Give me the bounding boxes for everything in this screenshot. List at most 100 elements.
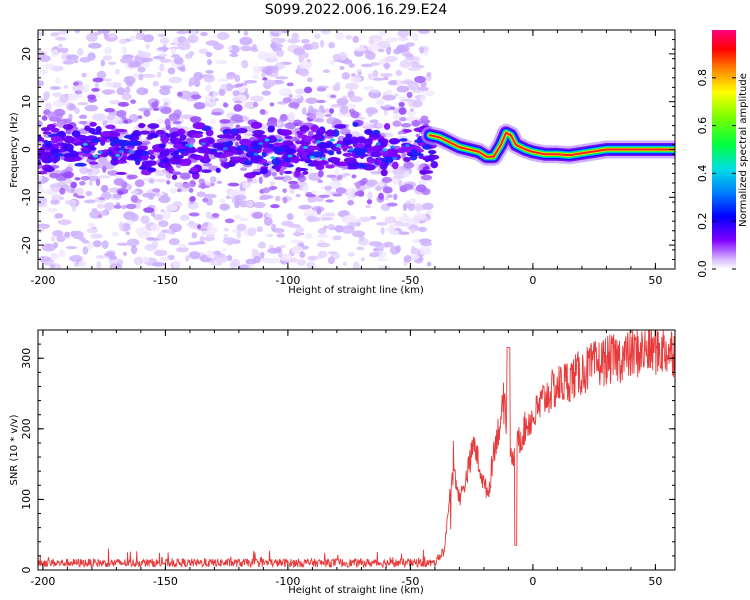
band-blob <box>395 148 407 154</box>
noise-blob <box>411 89 425 94</box>
noise-blob <box>348 63 356 68</box>
band-hotspot <box>185 143 191 147</box>
noise-blob <box>324 185 332 191</box>
noise-blob <box>173 120 182 125</box>
snr-x-tick-label: -150 <box>153 575 178 588</box>
noise-blob <box>73 107 80 115</box>
noise-blob <box>169 46 179 50</box>
noise-blob <box>401 151 407 159</box>
noise-blob <box>65 166 73 173</box>
spectrogram-x-tick-label: 0 <box>529 274 536 287</box>
noise-blob <box>321 30 329 33</box>
noise-blob <box>43 91 50 100</box>
noise-blob <box>303 86 313 94</box>
noise-blob <box>408 197 417 205</box>
band-blob <box>73 156 82 162</box>
colorbar-tick-label: 0.2 <box>696 212 709 230</box>
noise-blob <box>336 97 349 106</box>
noise-blob <box>246 200 253 207</box>
band-blob <box>223 164 230 169</box>
noise-blob <box>229 188 240 197</box>
noise-blob <box>360 63 373 68</box>
noise-blob <box>185 255 190 262</box>
noise-blob <box>347 103 356 110</box>
noise-blob <box>102 165 107 173</box>
noise-blob <box>298 204 312 210</box>
noise-blob <box>414 202 423 212</box>
band-blob <box>80 148 92 152</box>
noise-blob <box>44 102 52 111</box>
noise-blob <box>392 168 407 176</box>
noise-blob <box>198 185 211 189</box>
noise-blob <box>90 233 103 239</box>
spectrogram-x-tick-label: -50 <box>401 274 419 287</box>
noise-blob <box>332 193 343 197</box>
noise-blob <box>121 116 127 121</box>
noise-blob <box>327 256 335 265</box>
band-blob <box>242 141 251 146</box>
noise-blob <box>109 99 121 105</box>
noise-blob <box>121 46 127 55</box>
noise-blob <box>216 31 230 41</box>
noise-blob <box>57 219 72 226</box>
noise-blob <box>171 53 180 59</box>
noise-blob <box>307 77 313 83</box>
noise-blob <box>95 255 106 259</box>
noise-blob <box>248 264 254 269</box>
noise-blob <box>180 67 186 72</box>
noise-blob <box>269 185 278 190</box>
noise-blob <box>96 70 107 80</box>
band-blob <box>223 151 234 157</box>
noise-blob <box>168 238 180 246</box>
noise-blob <box>157 53 168 57</box>
band-blob <box>345 133 353 139</box>
noise-blob <box>210 182 215 187</box>
noise-blob <box>342 172 351 177</box>
noise-blob <box>98 196 105 201</box>
band-blob <box>422 144 432 150</box>
band-blob <box>180 162 187 167</box>
noise-blob <box>186 222 197 227</box>
noise-blob <box>219 198 226 204</box>
noise-blob <box>342 229 354 234</box>
noise-blob <box>87 94 97 100</box>
noise-blob <box>113 178 125 186</box>
noise-blob <box>97 214 103 219</box>
noise-blob <box>381 176 393 184</box>
noise-blob <box>55 77 61 85</box>
noise-blob <box>152 261 165 267</box>
noise-blob <box>66 177 72 184</box>
noise-blob <box>287 111 296 121</box>
noise-blob <box>87 42 102 49</box>
band-blob <box>91 131 103 135</box>
noise-blob <box>252 101 259 108</box>
band-blob <box>191 133 203 139</box>
noise-blob <box>354 47 367 52</box>
snr-y-tick-label: 200 <box>20 418 33 439</box>
noise-blob <box>223 102 229 108</box>
noise-blob <box>287 121 293 129</box>
band-hotspot <box>276 138 282 142</box>
noise-blob <box>159 63 165 72</box>
band-hotspot <box>309 155 315 159</box>
band-blob <box>41 156 49 162</box>
noise-blob <box>40 98 48 102</box>
noise-blob <box>409 108 414 112</box>
noise-blob <box>122 251 128 256</box>
noise-blob <box>187 241 199 246</box>
noise-blob <box>263 217 273 226</box>
noise-blob <box>275 76 289 80</box>
noise-blob <box>391 37 403 41</box>
noise-blob <box>377 264 391 269</box>
noise-blob <box>319 39 325 48</box>
noise-blob <box>49 86 61 90</box>
noise-blob <box>189 116 202 123</box>
band-blob <box>378 138 389 145</box>
noise-blob <box>407 202 416 212</box>
noise-blob <box>258 196 269 201</box>
noise-blob <box>130 190 139 195</box>
noise-blob <box>162 44 167 53</box>
noise-blob <box>41 115 48 121</box>
band-blob <box>343 157 357 164</box>
band-blob <box>229 159 240 164</box>
